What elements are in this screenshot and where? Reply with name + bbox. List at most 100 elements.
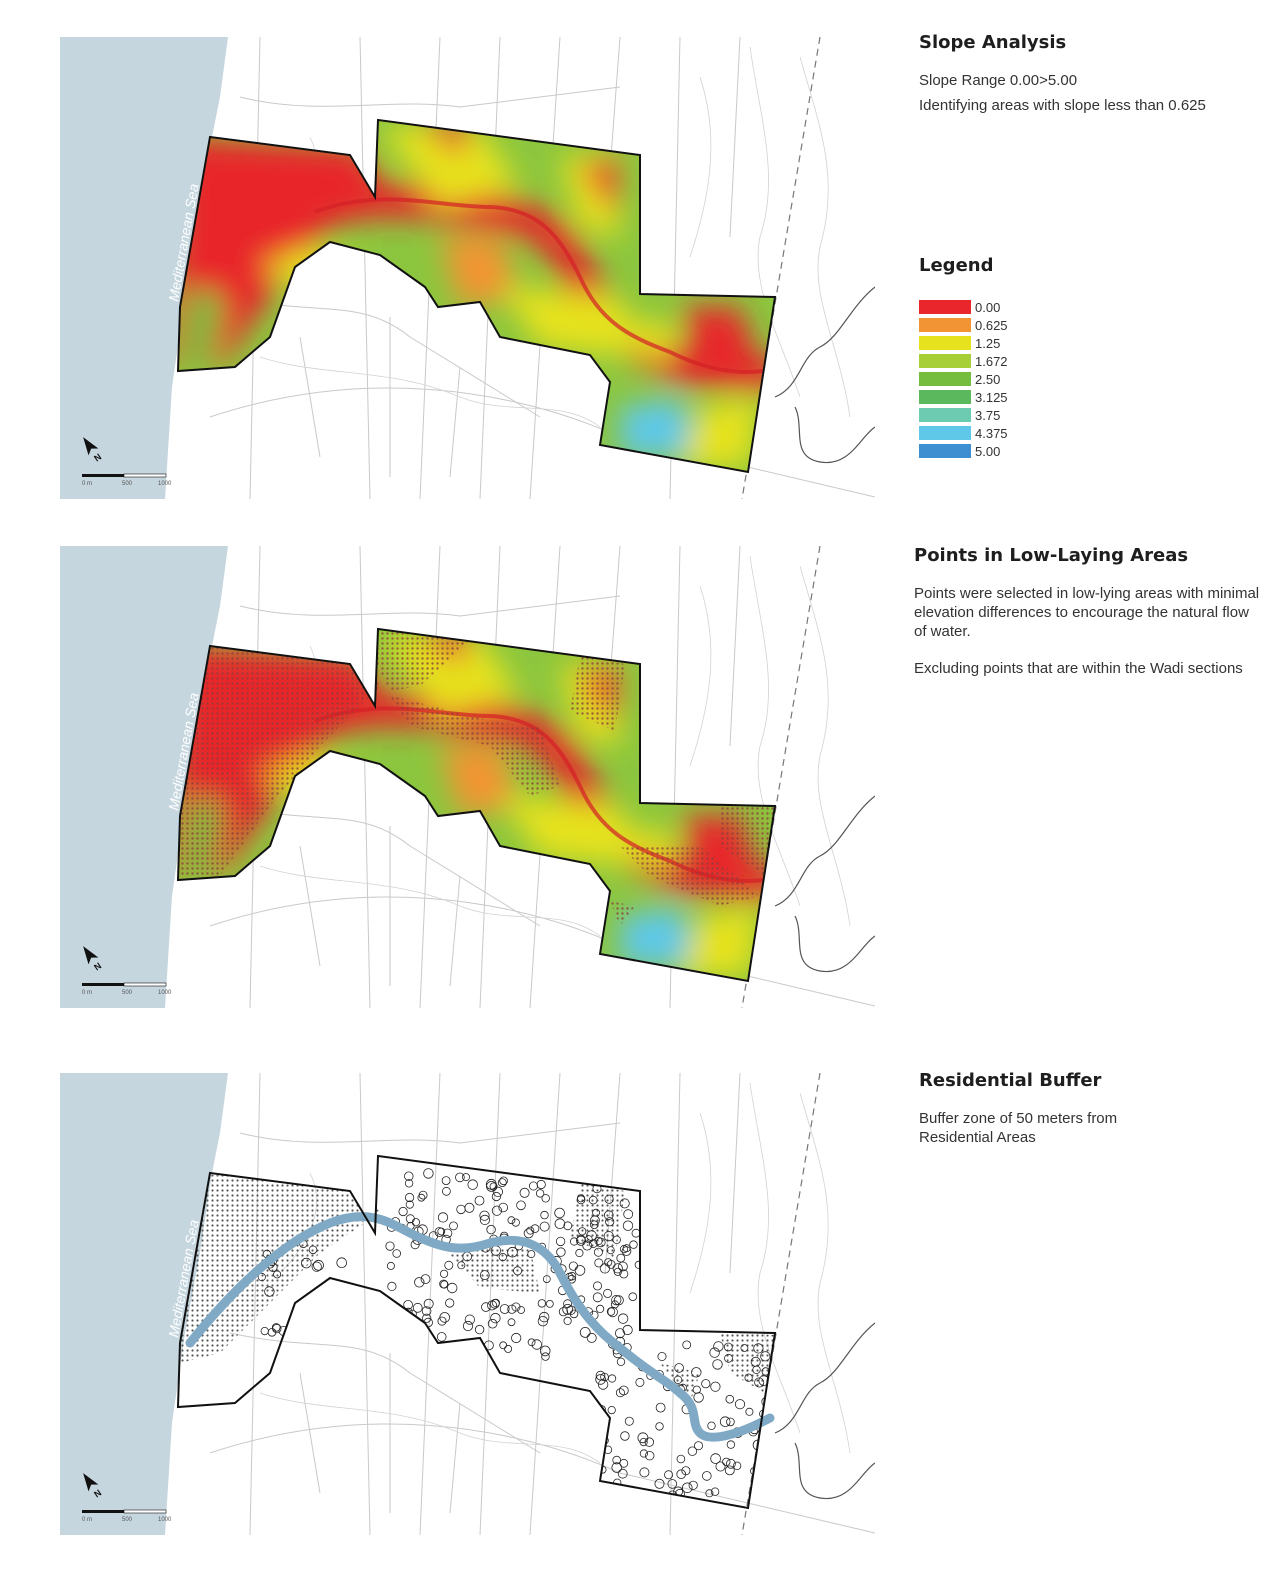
- legend-item: 0.625: [919, 316, 1008, 334]
- buffer-circle: [676, 1454, 686, 1464]
- buffer-circle: [507, 1246, 518, 1258]
- svg-text:N: N: [92, 961, 103, 973]
- buffer-circle: [613, 1267, 622, 1276]
- study-area-boundary: [176, 627, 777, 983]
- buffer-circle: [588, 1195, 598, 1205]
- sea: [60, 37, 228, 499]
- buffer-circle: [655, 1422, 664, 1431]
- buffer-circle: [726, 1458, 736, 1469]
- buffer-circle: [620, 1431, 630, 1441]
- buffer-circle: [491, 1298, 500, 1307]
- scale-bar: 0 m 500 1000: [82, 473, 172, 487]
- buffer-circle: [498, 1253, 507, 1262]
- buffer-circle: [404, 1192, 415, 1203]
- points-map: Mediterranean Sea N 0 m 500 1000: [60, 546, 875, 1008]
- buffer-circle: [590, 1215, 600, 1226]
- legend-item: 0.00: [919, 298, 1008, 316]
- legend-swatch: [919, 390, 971, 404]
- buffer-circle: [422, 1313, 432, 1323]
- buffer-circle: [567, 1271, 577, 1281]
- buffer-circle: [715, 1461, 726, 1472]
- buffer-circle: [441, 1186, 451, 1196]
- buffer-circle: [629, 1240, 638, 1249]
- buffer-circle: [623, 1209, 634, 1220]
- buffer-circle: [523, 1228, 534, 1239]
- buffer-circle: [485, 1178, 497, 1190]
- buffer-circle: [592, 1292, 603, 1303]
- buffer-circle: [645, 1451, 655, 1461]
- buffer-circle: [745, 1407, 754, 1416]
- legend-item: 1.672: [919, 352, 1008, 370]
- buffer-circle: [604, 1258, 613, 1267]
- buffer-circle: [619, 1198, 630, 1209]
- legend-label: 1.672: [975, 353, 1008, 369]
- buffer-circle: [526, 1226, 535, 1235]
- buffer-circle: [423, 1168, 434, 1179]
- buffer-circle: [420, 1274, 431, 1285]
- legend-swatch: [919, 336, 971, 350]
- buffer-circle: [724, 1353, 733, 1363]
- buffer-circle: [701, 1379, 711, 1389]
- panel-title: Slope Analysis: [919, 32, 1067, 53]
- map-panel-slope: Mediterranean Sea N 0 m 500 1000: [60, 37, 875, 499]
- buffer-circle: [536, 1179, 546, 1190]
- buffer-circle: [719, 1416, 731, 1428]
- buffer-circle: [595, 1304, 605, 1313]
- buffer-circle: [542, 1275, 551, 1284]
- buffer-circle: [421, 1306, 432, 1316]
- study-area-boundary: [176, 1154, 777, 1510]
- buffer-circle: [693, 1392, 704, 1403]
- background-roads: [209, 1073, 875, 1535]
- north-arrow-icon: N: [83, 946, 103, 973]
- buffer-circle: [744, 1373, 753, 1382]
- legend-label: 3.75: [975, 407, 1001, 423]
- buffer-circle: [588, 1239, 598, 1248]
- buffer-circle: [710, 1487, 720, 1496]
- buffer-circle: [537, 1299, 547, 1308]
- legend-title: Legend: [919, 255, 994, 276]
- legend-swatch: [919, 372, 971, 386]
- buffer-circle: [606, 1307, 616, 1316]
- buffer-circle: [582, 1240, 593, 1251]
- buffer-circle: [624, 1416, 634, 1426]
- buffer-circle: [616, 1357, 626, 1366]
- buffer-circle: [528, 1181, 538, 1191]
- buffer-circle: [563, 1221, 573, 1231]
- panel-text: Identifying areas with slope less than 0…: [919, 97, 1206, 114]
- buffer-circle: [589, 1220, 599, 1230]
- svg-text:500: 500: [122, 1517, 133, 1523]
- buffer-circle: [301, 1257, 312, 1269]
- buffer-circle: [272, 1323, 282, 1334]
- legend-item: 2.50: [919, 370, 1008, 388]
- buffer-circle: [497, 1178, 507, 1187]
- buffer-circle: [637, 1432, 649, 1444]
- buffer-circle: [487, 1318, 498, 1329]
- buffer-circle: [691, 1367, 702, 1378]
- buffer-circle: [667, 1479, 678, 1489]
- buffer-circle: [385, 1241, 395, 1251]
- buffer-circle: [449, 1221, 458, 1231]
- buffer-circle: [569, 1237, 579, 1246]
- buffer-circle: [615, 1388, 625, 1398]
- buffer-circle: [541, 1352, 550, 1361]
- buffer-circle: [687, 1446, 698, 1456]
- buffer-circle: [437, 1316, 447, 1326]
- buffer-circle: [635, 1377, 645, 1387]
- buffer-circle: [537, 1315, 549, 1327]
- buffer-circle: [618, 1385, 629, 1396]
- legend-swatch: [919, 426, 971, 440]
- buffer-circle: [713, 1341, 724, 1352]
- buffer-circle: [734, 1399, 746, 1410]
- study-area-boundary: [176, 118, 777, 474]
- buffer-circle: [760, 1351, 771, 1362]
- buffer-circle: [437, 1212, 449, 1223]
- scale-bar: 0 m 500 1000: [82, 982, 172, 996]
- legend-label: 1.25: [975, 335, 1001, 351]
- buffer-circle: [606, 1246, 615, 1255]
- north-arrow-icon: N: [83, 437, 103, 463]
- buffer-circle: [725, 1394, 735, 1404]
- wadi-outflow: [774, 795, 875, 907]
- panel-text: Slope Range 0.00>5.00: [919, 72, 1078, 89]
- buffer-circle: [474, 1324, 485, 1335]
- legend-swatch: [919, 408, 971, 422]
